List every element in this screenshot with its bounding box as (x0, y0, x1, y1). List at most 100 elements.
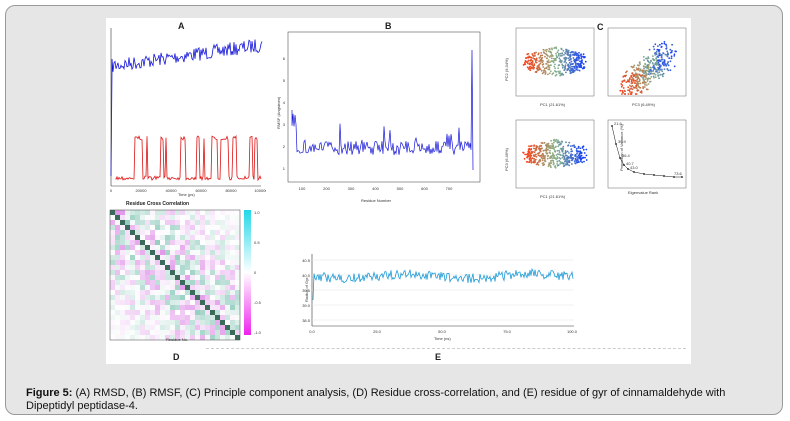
correlation-cell (155, 210, 160, 215)
pca-point (535, 70, 538, 73)
pca-point (553, 139, 555, 142)
correlation-cell (235, 280, 240, 285)
pca-point (557, 145, 560, 148)
pca-point (554, 67, 556, 70)
correlation-cell (125, 240, 130, 245)
pca-point (649, 66, 652, 69)
pca-point (563, 158, 566, 160)
correlation-cell (135, 275, 140, 280)
correlation-cell (195, 335, 200, 340)
pca-point (572, 57, 575, 59)
correlation-cell (145, 265, 150, 270)
correlation-cell (220, 230, 225, 235)
correlation-cell (190, 270, 195, 275)
correlation-cell (210, 265, 215, 270)
correlation-cell (175, 285, 180, 290)
pca-point (667, 69, 670, 72)
pca-point (526, 156, 529, 159)
caption-text: (A) RMSD, (B) RMSF, (C) Principle compon… (26, 387, 726, 412)
pca-point (639, 82, 642, 85)
pca-point (580, 61, 583, 64)
correlation-cell (115, 235, 120, 240)
pca-point (558, 159, 561, 162)
correlation-cell (235, 290, 240, 295)
correlation-cell (225, 285, 230, 290)
correlation-cell (145, 315, 150, 320)
pca-point (643, 59, 645, 61)
pca-point (578, 154, 581, 157)
pca-point (580, 64, 583, 67)
correlation-cell (160, 295, 165, 300)
correlation-cell (175, 330, 180, 335)
pca-point (558, 55, 560, 57)
pca-point (562, 49, 565, 52)
correlation-cell (210, 300, 215, 305)
correlation-cell (135, 245, 140, 250)
correlation-cell (210, 330, 215, 335)
correlation-cell (230, 335, 235, 340)
correlation-cell (110, 270, 115, 275)
pca-point (555, 71, 558, 73)
correlation-cell (225, 320, 230, 325)
pca-point (648, 71, 650, 73)
pca-point (634, 69, 636, 72)
pca-point (550, 139, 552, 142)
pca-point (649, 77, 651, 80)
correlation-cell (110, 285, 115, 290)
correlation-cell (170, 290, 175, 295)
pca-point (640, 90, 643, 93)
correlation-cell (180, 210, 185, 215)
correlation-cell (130, 310, 135, 315)
pca-point (569, 66, 572, 69)
pca-point (645, 73, 648, 75)
correlation-cell (150, 210, 155, 215)
correlation-cell (220, 285, 225, 290)
pca-point (579, 147, 582, 150)
correlation-cell (185, 240, 190, 245)
correlation-cell (230, 330, 235, 335)
correlation-cell (110, 280, 115, 285)
pca-point (542, 71, 545, 74)
correlation-cell (140, 220, 145, 225)
correlation-cell (125, 280, 130, 285)
correlation-cell (115, 315, 120, 320)
correlation-cell (190, 330, 195, 335)
correlation-cell (155, 220, 160, 225)
correlation-cell (150, 290, 155, 295)
pca-point (643, 81, 646, 83)
correlation-cell (155, 320, 160, 325)
correlation-cell (225, 270, 230, 275)
pca-point (527, 155, 530, 158)
pca-point (652, 70, 655, 72)
correlation-cell (135, 220, 140, 225)
correlation-cell (125, 210, 130, 215)
pca-point (551, 142, 553, 145)
correlation-cell (200, 330, 205, 335)
correlation-cell (195, 305, 200, 310)
pca-point (571, 163, 573, 165)
pca-point (578, 156, 581, 159)
correlation-cell (120, 260, 125, 265)
correlation-cell (140, 270, 145, 275)
pca-point (621, 81, 624, 83)
pca-point (573, 146, 576, 149)
correlation-cell (235, 245, 240, 250)
pca-point (534, 155, 536, 158)
pca-point (569, 72, 572, 75)
pca-point (636, 73, 639, 75)
correlation-cell (225, 215, 230, 220)
correlation-cell (145, 235, 150, 240)
correlation-cell (180, 260, 185, 265)
correlation-cell (175, 255, 180, 260)
pca-point (642, 86, 644, 88)
pca-point (563, 155, 566, 158)
pca-point (558, 57, 561, 60)
correlation-cell (170, 275, 175, 280)
correlation-cell (130, 255, 135, 260)
correlation-cell (175, 245, 180, 250)
correlation-cell (165, 220, 170, 225)
correlation-cell (145, 275, 150, 280)
correlation-cell (185, 235, 190, 240)
pca-point (649, 61, 652, 64)
correlation-cell (115, 305, 120, 310)
